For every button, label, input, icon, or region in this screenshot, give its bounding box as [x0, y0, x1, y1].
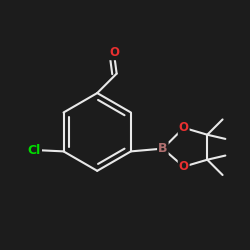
Text: O: O	[179, 160, 189, 173]
Text: B: B	[158, 142, 168, 155]
Text: O: O	[179, 121, 189, 134]
Text: O: O	[109, 46, 119, 59]
Text: Cl: Cl	[28, 144, 41, 156]
